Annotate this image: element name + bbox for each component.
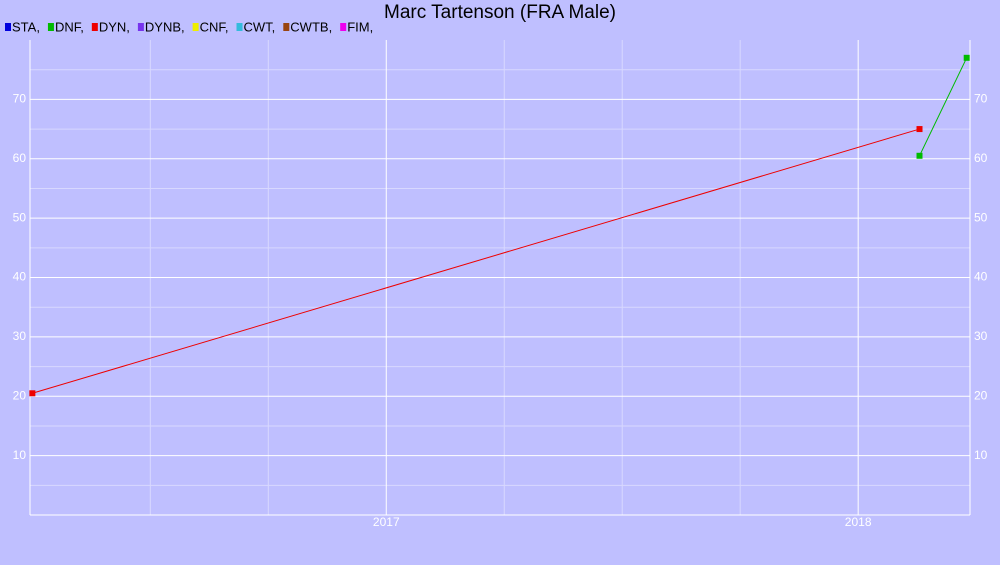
legend-label: FIM, xyxy=(347,19,373,34)
y2-tick-label: 10 xyxy=(974,448,988,462)
legend-swatch xyxy=(236,23,243,31)
x-tick-label: 2018 xyxy=(845,515,872,529)
y-tick-label: 40 xyxy=(13,270,27,284)
chart-title: Marc Tartenson (FRA Male) xyxy=(384,2,616,23)
series-line xyxy=(32,128,920,394)
x-tick-label: 2017 xyxy=(373,515,400,529)
y2-tick-label: 40 xyxy=(974,270,988,284)
legend-swatch xyxy=(192,23,199,31)
legend-swatch xyxy=(47,23,54,31)
point-marker xyxy=(29,390,36,397)
y-tick-label: 60 xyxy=(13,151,27,165)
y2-tick-label: 60 xyxy=(974,151,988,165)
legend-label: STA, xyxy=(12,19,40,34)
legend-swatch xyxy=(283,23,290,31)
legend-swatch xyxy=(340,23,347,31)
legend-swatch xyxy=(5,23,11,31)
legend-swatch xyxy=(137,23,144,31)
legend-label: CNF, xyxy=(200,19,229,34)
legend-label: CWT, xyxy=(244,19,276,34)
series-line xyxy=(919,57,968,156)
y-tick-label: 10 xyxy=(13,448,27,462)
y2-tick-label: 50 xyxy=(974,210,988,224)
legend-swatch xyxy=(91,23,98,31)
legend-label: DNF, xyxy=(55,19,84,34)
y2-tick-label: 30 xyxy=(974,329,988,343)
y2-tick-label: 20 xyxy=(974,388,988,402)
point-marker xyxy=(963,54,970,61)
y-tick-label: 50 xyxy=(13,210,27,224)
legend-label: CWTB, xyxy=(290,19,332,34)
y-tick-label: 30 xyxy=(13,329,27,343)
point-marker xyxy=(916,152,923,159)
legend-label: DYN, xyxy=(99,19,130,34)
legend-label: DYNB, xyxy=(145,19,185,34)
y2-tick-label: 70 xyxy=(974,92,988,106)
point-marker xyxy=(916,126,923,133)
y-tick-label: 20 xyxy=(13,388,27,402)
y-tick-label: 70 xyxy=(13,92,27,106)
